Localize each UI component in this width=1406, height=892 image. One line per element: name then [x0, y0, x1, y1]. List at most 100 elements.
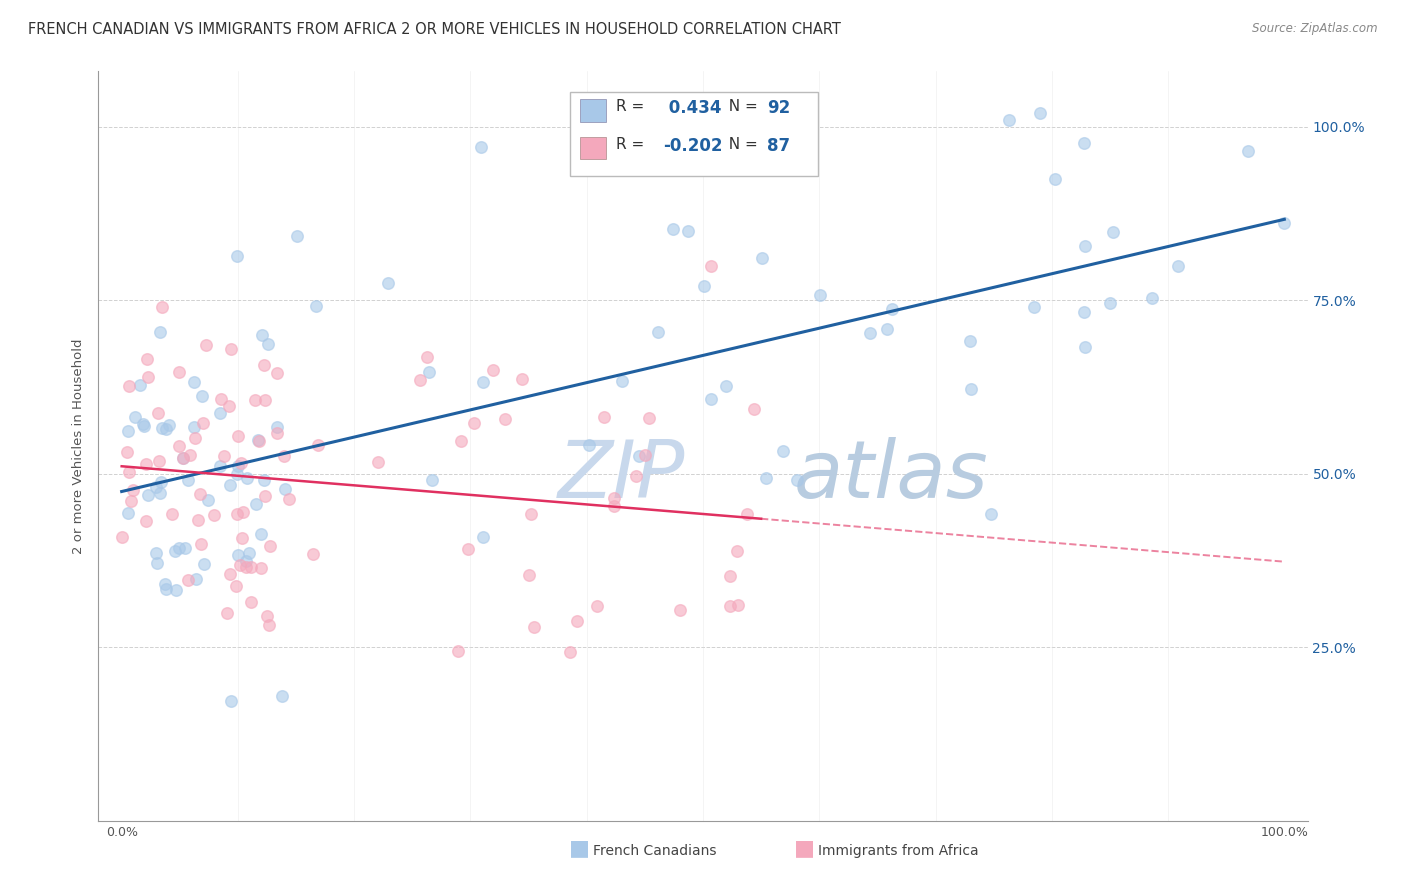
Point [274, 483, 297, 497]
Point [725, 544, 748, 558]
Point [450, 434, 472, 448]
Point [668, 603, 690, 617]
Point [136, 488, 159, 502]
Point [882, 301, 904, 316]
Point [565, 615, 588, 629]
Point [121, 483, 143, 497]
Point [179, 448, 201, 462]
Point [184, 573, 207, 587]
Point [755, 471, 778, 485]
Point [463, 417, 485, 431]
Point [236, 471, 259, 485]
Text: French Canadians: French Canadians [593, 844, 717, 858]
Point [470, 139, 492, 153]
Point [377, 276, 399, 290]
Point [232, 505, 254, 519]
Point [1167, 259, 1189, 273]
Point [638, 411, 661, 425]
Point [610, 374, 633, 388]
Point [184, 431, 207, 445]
Point [1101, 225, 1123, 239]
Point [155, 422, 177, 436]
Point [145, 546, 167, 560]
Point [1074, 340, 1097, 354]
Point [226, 508, 249, 522]
Point [786, 473, 808, 487]
Text: 0.434: 0.434 [664, 99, 721, 117]
Point [998, 113, 1021, 128]
Point [238, 546, 260, 560]
Point [593, 409, 616, 424]
Point [247, 434, 270, 448]
Point [229, 558, 252, 573]
Point [163, 543, 186, 558]
Point [117, 506, 139, 520]
Point [270, 689, 292, 703]
Point [457, 541, 479, 556]
Point [226, 548, 249, 562]
Point [257, 336, 280, 351]
Point [1029, 106, 1052, 120]
Point [301, 547, 323, 561]
Point [718, 599, 741, 613]
Point [714, 379, 737, 393]
Point [1073, 305, 1095, 319]
Point [305, 299, 328, 313]
Point [208, 406, 231, 420]
Point [416, 350, 439, 364]
Point [522, 620, 544, 634]
Point [235, 554, 257, 568]
Point [737, 508, 759, 522]
Point [188, 487, 211, 501]
Point [772, 444, 794, 458]
Point [266, 420, 288, 434]
Point [418, 365, 440, 379]
Point [193, 557, 215, 571]
Point [959, 382, 981, 396]
Point [1024, 300, 1046, 314]
Point [603, 491, 626, 505]
Point [472, 375, 495, 389]
Point [628, 449, 651, 463]
Point [420, 473, 443, 487]
Point [128, 378, 150, 392]
Point [367, 455, 389, 469]
Point [172, 451, 194, 466]
Point [517, 568, 540, 582]
Point [246, 433, 269, 447]
Point [959, 334, 981, 348]
Point [256, 609, 278, 624]
Point [124, 410, 146, 425]
Point [494, 412, 516, 426]
Point [482, 363, 505, 377]
Point [191, 416, 214, 430]
Point [145, 479, 167, 493]
Text: FRENCH CANADIAN VS IMMIGRANTS FROM AFRICA 2 OR MORE VEHICLES IN HOUSEHOLD CORREL: FRENCH CANADIAN VS IMMIGRANTS FROM AFRIC… [28, 22, 841, 37]
Point [1043, 171, 1066, 186]
Point [876, 322, 898, 336]
Point [190, 536, 212, 550]
Point [239, 559, 262, 574]
Point [1073, 136, 1095, 151]
Point [259, 539, 281, 553]
Point [225, 579, 247, 593]
Point [231, 456, 253, 470]
Point [219, 694, 242, 708]
Point [226, 429, 249, 443]
Point [150, 421, 173, 435]
Point [167, 541, 190, 555]
Point [699, 392, 721, 406]
Point [259, 618, 281, 632]
Point [231, 531, 253, 545]
Point [273, 450, 295, 464]
Text: R =: R = [616, 136, 650, 152]
Point [150, 475, 173, 489]
Point [243, 392, 266, 407]
Point [718, 569, 741, 583]
Point [197, 492, 219, 507]
FancyBboxPatch shape [569, 93, 818, 177]
Point [586, 599, 609, 614]
Point [219, 343, 242, 357]
Text: 92: 92 [768, 99, 790, 117]
Point [149, 486, 172, 500]
